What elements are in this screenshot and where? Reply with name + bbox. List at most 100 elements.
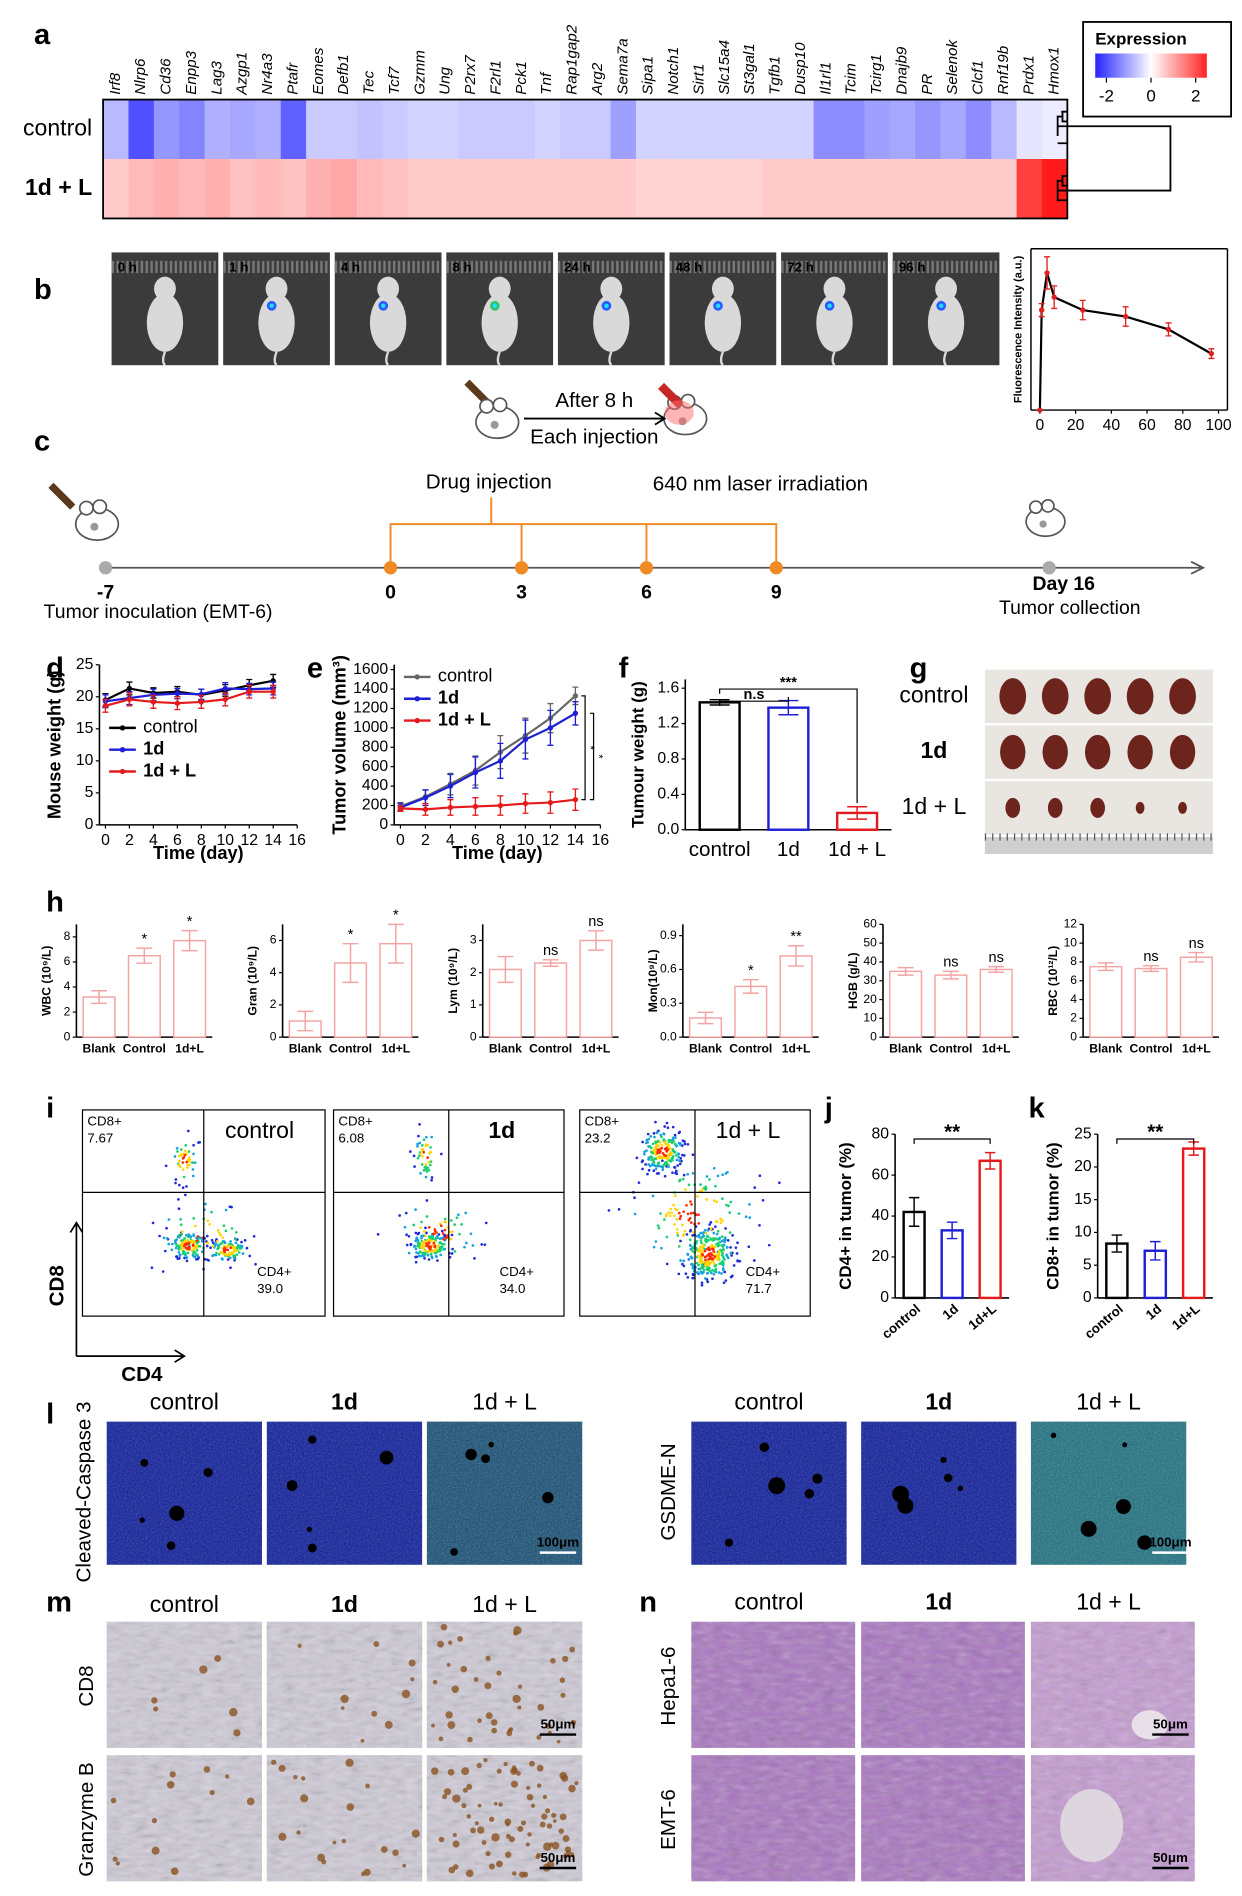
colorbar [1095, 53, 1207, 78]
positive-cell [477, 1718, 482, 1724]
flow-event [434, 1248, 438, 1252]
flow-event [701, 1245, 705, 1248]
error-bar [297, 1010, 314, 1032]
gene-label: Dnajb9 [893, 46, 910, 95]
y-tick-label: 1.6 [657, 679, 679, 696]
x-tick-label: 100 [1205, 417, 1232, 434]
timepoint-label: 24 h [564, 260, 591, 275]
flow-event [678, 1217, 682, 1221]
gene-label: Dusp10 [792, 42, 809, 95]
y-tick-label: 0.8 [657, 750, 679, 767]
tumor [1084, 678, 1112, 715]
flow-event [178, 1257, 181, 1260]
y-tick-label: 200 [362, 797, 389, 814]
flow-event [753, 1186, 757, 1189]
flow-event [710, 1257, 714, 1260]
y-tick-label: 2 [470, 965, 477, 979]
flow-event [700, 1281, 704, 1285]
day-label: -7 [97, 581, 114, 603]
flow-event [722, 1281, 726, 1285]
error-bar [788, 945, 804, 967]
flow-event [671, 1136, 675, 1140]
flow-event [182, 1175, 186, 1179]
positive-cell [373, 1641, 380, 1648]
flow-event [450, 1252, 454, 1255]
flow-event [186, 1129, 190, 1133]
scale-label: 100μm [1149, 1534, 1191, 1549]
x-tick-label: Control [929, 1041, 972, 1055]
flow-event [191, 1161, 194, 1164]
tumor [1178, 801, 1187, 814]
error-bar [1143, 964, 1159, 973]
ihc-image-texture [266, 1755, 423, 1882]
point [222, 685, 228, 692]
significance-label: *** [780, 675, 797, 691]
flow-event [197, 1141, 200, 1144]
flow-event [734, 1246, 738, 1249]
void [1122, 1442, 1128, 1448]
flow-event [405, 1233, 408, 1237]
y-tick-label: 0 [870, 1029, 877, 1043]
flow-event [223, 1247, 226, 1251]
positive-cell [446, 1662, 451, 1667]
flow-event [697, 1213, 700, 1217]
gene-label: Notch1 [665, 47, 682, 95]
flow-event [180, 1152, 183, 1156]
mouse-body [369, 293, 407, 352]
significance-label: * [584, 746, 596, 751]
positive-cell [488, 1863, 495, 1870]
point [1039, 307, 1045, 313]
flow-event [767, 1243, 771, 1247]
flow-event [657, 1164, 661, 1168]
if-signal [426, 1421, 583, 1565]
gene-label: Ung [437, 66, 454, 94]
flow-event [443, 1217, 447, 1221]
flow-event [721, 1219, 724, 1222]
positive-cell [568, 1784, 576, 1793]
flow-event [656, 1140, 659, 1144]
flow-event [720, 1235, 724, 1238]
flow-event [689, 1200, 692, 1203]
bar [934, 974, 968, 1038]
heat-cell [712, 99, 738, 160]
y-axis-label: Fluorescence Intensity (a.u.) [1013, 255, 1025, 403]
gene-label: Nr4a3 [259, 53, 276, 95]
tumor [1169, 678, 1196, 715]
y-axis-label: HGB (g/L) [846, 952, 860, 1009]
flow-event [186, 1166, 189, 1170]
flow-event [175, 1238, 179, 1241]
mouse-ear [92, 499, 108, 515]
flow-event [686, 1275, 690, 1279]
flow-event [186, 1235, 190, 1239]
flow-event [428, 1152, 431, 1155]
flow-event [709, 1227, 713, 1231]
mouse-head [488, 276, 511, 301]
heat-cell [686, 159, 713, 219]
point [174, 690, 181, 697]
point [150, 699, 157, 705]
mouse-tail [831, 351, 836, 367]
positive-cell [457, 1636, 464, 1642]
flow-event [457, 1213, 460, 1217]
x-tick-label: 1d [940, 1301, 962, 1322]
flow-event [205, 1234, 209, 1238]
flow-event [700, 1236, 703, 1240]
error-bar [697, 1011, 714, 1025]
flow-axes [69, 1221, 186, 1363]
flow-event [691, 1272, 695, 1276]
column-header: control [734, 1389, 803, 1415]
column-header: 1d + L [1076, 1389, 1141, 1415]
error-bar [908, 1196, 920, 1228]
flow-event [705, 1198, 708, 1201]
he-image-texture [691, 1755, 856, 1882]
flow-event [707, 1253, 711, 1257]
gene-label: Tcf7 [386, 66, 403, 95]
flow-event [441, 1232, 445, 1235]
flow-event [690, 1256, 694, 1260]
heat-cell [179, 159, 205, 219]
error-bar [984, 1151, 996, 1170]
void [897, 1497, 914, 1514]
positive-cell [491, 1727, 498, 1734]
flow-event [180, 1230, 184, 1234]
flow-event [412, 1154, 416, 1158]
